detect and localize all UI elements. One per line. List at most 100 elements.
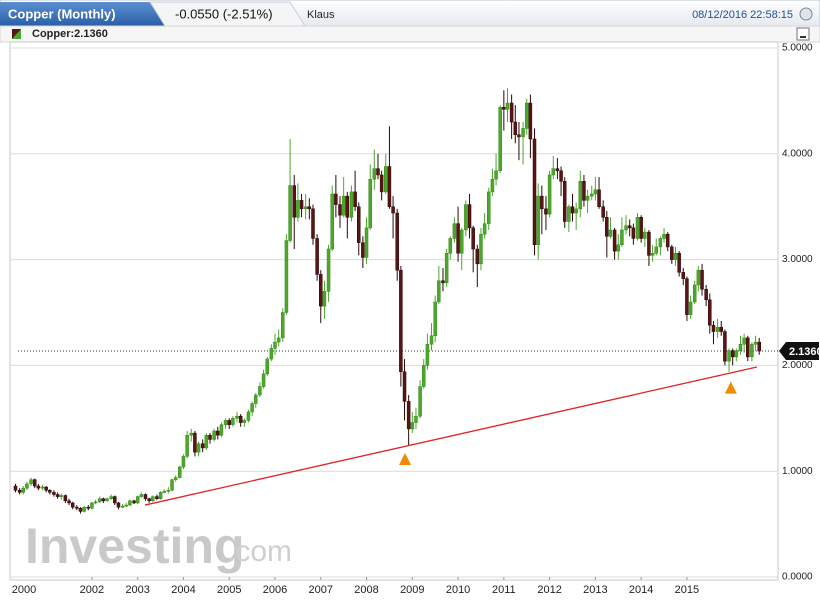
- candle-body: [517, 134, 521, 138]
- candle-body: [143, 494, 148, 499]
- x-tick-label: 2013: [583, 584, 607, 596]
- candle-body: [166, 489, 171, 492]
- x-tick-label: 2004: [171, 584, 195, 596]
- candle-body: [17, 489, 22, 493]
- candle-body: [151, 496, 155, 502]
- title-tab: [0, 2, 165, 26]
- x-tick-label: 2009: [400, 584, 424, 596]
- candle-body: [708, 299, 712, 326]
- candle-body: [212, 430, 216, 440]
- candle-body: [299, 200, 304, 210]
- candle-body: [70, 502, 75, 508]
- candle-body: [605, 217, 609, 237]
- candle-body: [746, 337, 750, 358]
- y-tick-label: 0.0000: [782, 572, 813, 583]
- x-tick-label: 2010: [446, 584, 470, 596]
- candle-body: [162, 491, 166, 493]
- candle-body: [696, 269, 701, 286]
- watermark-suffix: .com: [227, 535, 292, 568]
- candle-body: [578, 181, 583, 210]
- candle-body: [471, 227, 475, 250]
- candle-body: [658, 238, 663, 248]
- candle-body: [246, 411, 251, 421]
- candle-body: [425, 343, 430, 366]
- y-tick-label: 4.0000: [782, 148, 813, 159]
- candle-body: [627, 225, 632, 229]
- candle-body: [704, 288, 708, 301]
- candle-body: [757, 341, 761, 352]
- candle-body: [700, 269, 704, 290]
- candle-body: [418, 386, 422, 417]
- candle-body: [730, 350, 735, 358]
- candle-body: [311, 208, 315, 239]
- candle-body: [181, 456, 186, 468]
- candle-body: [624, 225, 628, 231]
- candle-body: [296, 200, 300, 218]
- candle-body: [372, 168, 377, 180]
- candle-body: [63, 495, 68, 502]
- candle-body: [170, 479, 174, 491]
- candle-body: [677, 253, 681, 273]
- candle-body: [368, 178, 372, 229]
- candle-body: [479, 233, 483, 265]
- candle-body: [597, 189, 601, 207]
- candle-body: [13, 485, 18, 491]
- candle-body: [319, 274, 323, 307]
- candle-body: [292, 185, 296, 218]
- candle-body: [353, 191, 357, 207]
- candle-body: [204, 434, 209, 449]
- candle-body: [29, 479, 33, 485]
- candle-body: [559, 170, 563, 182]
- minimize-button[interactable]: [796, 27, 810, 41]
- x-tick-label: 2012: [537, 584, 561, 596]
- last-price-tag: [779, 342, 819, 361]
- candle-body: [307, 206, 312, 210]
- candle-body: [662, 233, 666, 239]
- candle-body: [384, 166, 388, 193]
- price-change: -0.0550 (-2.51%): [175, 6, 273, 21]
- candle-body: [250, 403, 254, 413]
- candle-body: [540, 195, 544, 210]
- candle-body: [82, 506, 86, 512]
- candle-body: [341, 195, 346, 216]
- candle-body: [105, 498, 109, 502]
- candle-body: [574, 208, 578, 214]
- candle-body: [585, 195, 590, 201]
- candle-body: [265, 358, 269, 375]
- candle-body: [490, 178, 495, 193]
- last-price-label: 2.1360: [789, 346, 820, 358]
- candle-body: [692, 284, 697, 303]
- candle-body: [452, 223, 457, 239]
- chart-title: Copper (Monthly): [8, 6, 116, 21]
- candle-body: [36, 485, 41, 489]
- candle-body: [21, 487, 26, 493]
- trendline: [144, 366, 758, 506]
- candle-body: [654, 246, 659, 254]
- candle-body: [410, 422, 415, 430]
- x-tick-label: 2014: [629, 584, 653, 596]
- candle-body: [723, 331, 727, 362]
- candle-body: [459, 229, 464, 254]
- candle-body: [273, 341, 277, 349]
- candle-body: [193, 432, 197, 453]
- candle-body: [269, 348, 274, 360]
- candle-body: [727, 350, 731, 362]
- candle-body: [32, 479, 37, 487]
- x-tick-label: 2015: [675, 584, 699, 596]
- candle-body: [189, 432, 193, 436]
- candle-body: [395, 212, 399, 271]
- candle-body: [261, 373, 266, 387]
- plot-area: [9, 41, 779, 581]
- x-tick-label: 2000: [12, 584, 36, 596]
- candle-body: [433, 301, 437, 337]
- candle-body: [216, 430, 220, 436]
- candle-body: [357, 206, 361, 243]
- settings-button[interactable]: [799, 7, 813, 21]
- candle-body: [738, 343, 743, 351]
- candle-body: [185, 434, 189, 457]
- candle-body: [406, 401, 411, 430]
- candle-body: [562, 181, 567, 222]
- candle-body: [551, 168, 556, 176]
